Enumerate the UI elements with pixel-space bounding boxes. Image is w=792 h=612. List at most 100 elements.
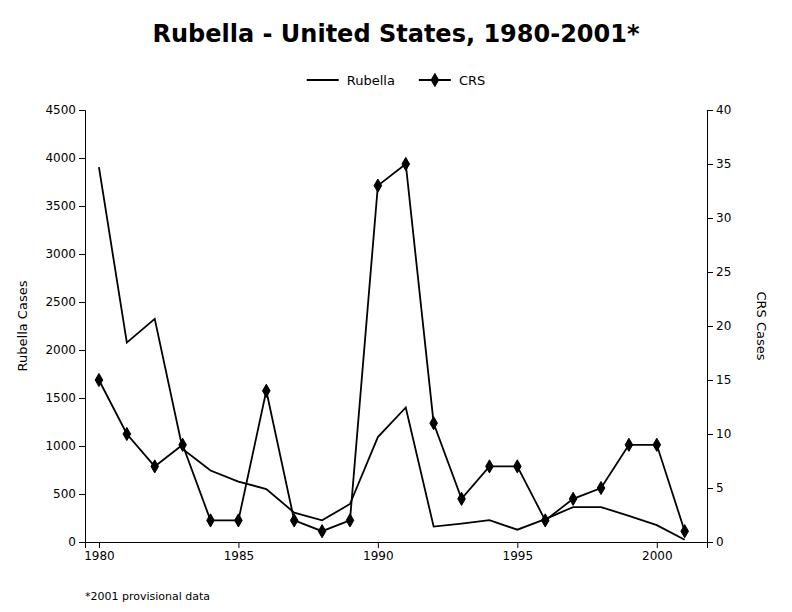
y2-tick-label: 0 [716, 535, 724, 549]
y2-tick-label: 15 [716, 373, 731, 387]
y2-tick-mark [707, 272, 713, 273]
y-axis: 050010001500200025003000350040004500 [45, 103, 85, 549]
series-marker [597, 481, 605, 494]
chart-container: 1980198519901995200005001000150020002500… [0, 0, 792, 612]
y2-tick: 35 [707, 157, 731, 171]
y-tick-mark [79, 542, 85, 543]
series-marker [346, 514, 354, 527]
y-tick: 4500 [45, 103, 85, 117]
y2-tick-mark [707, 164, 713, 165]
y2-tick-mark [707, 380, 713, 381]
y-tick-mark [79, 350, 85, 351]
x-tick-mark [657, 542, 658, 548]
series-marker [290, 514, 298, 527]
series-marker [625, 438, 633, 451]
series-marker [681, 525, 689, 538]
series-marker [653, 438, 661, 451]
y2-tick: 20 [707, 319, 731, 333]
y-tick: 4000 [45, 151, 85, 165]
series-marker [235, 514, 243, 527]
legend: Rubella CRS [307, 73, 486, 88]
footnote: *2001 provisional data [85, 590, 210, 603]
series-marker [374, 179, 382, 192]
series-marker [318, 525, 326, 538]
x-tick: 2000 [642, 542, 673, 563]
series-marker [569, 492, 577, 505]
chart-title: Rubella - United States, 1980-2001* [153, 20, 640, 48]
series-marker [541, 514, 549, 527]
x-tick-mark [99, 542, 100, 548]
y2-tick: 5 [707, 481, 724, 495]
legend-swatch [307, 79, 339, 81]
y2-axis: 0 5 10 15 20 25 30 35 40 [707, 103, 731, 549]
y-tick: 2000 [45, 343, 85, 357]
y2-tick: 30 [707, 211, 731, 225]
y-axis-line [79, 111, 86, 543]
x-axis-line [86, 543, 708, 549]
y2-axis-title: CRS Cases [754, 291, 769, 360]
x-tick: 1980 [84, 542, 115, 563]
y2-tick-label: 20 [716, 319, 731, 333]
y-tick-mark [79, 110, 85, 111]
y2-axis-line [708, 111, 714, 543]
x-tick-mark [517, 542, 518, 548]
y2-tick: 25 [707, 265, 731, 279]
series-marker [263, 384, 271, 397]
chart-svg: 1980198519901995200005001000150020002500… [0, 0, 792, 612]
series-marker [458, 492, 466, 505]
x-axis: 1980 1985 1990 1995 2000 [84, 542, 707, 563]
y2-tick-mark [707, 326, 713, 327]
y2-tick: 10 [707, 427, 731, 441]
x-tick-label: 1980 [84, 549, 115, 563]
y-tick-label: 4000 [45, 151, 76, 165]
series-marker [179, 438, 187, 451]
y2-tick-label: 5 [716, 481, 724, 495]
series-marker [514, 460, 522, 473]
y-tick-label: 1000 [45, 439, 76, 453]
y2-tick-label: 30 [716, 211, 731, 225]
x-tick-label: 1985 [224, 549, 255, 563]
x-tick-label: 2000 [642, 549, 673, 563]
y-tick-mark [79, 158, 85, 159]
y-tick-mark [79, 254, 85, 255]
series-marker [95, 373, 103, 386]
x-tick-label: 1990 [363, 549, 394, 563]
y-tick-mark [79, 398, 85, 399]
y2-tick: 40 [707, 103, 731, 117]
x-tick: 1990 [363, 542, 394, 563]
legend-item: CRS [419, 73, 485, 88]
y2-tick-label: 40 [716, 103, 731, 117]
y-tick: 1000 [45, 439, 85, 453]
y2-tick-label: 35 [716, 157, 731, 171]
y-tick-mark [79, 206, 85, 207]
y-tick: 3500 [45, 199, 85, 213]
y-tick: 2500 [45, 295, 85, 309]
x-tick-mark [378, 542, 379, 548]
y-tick-label: 3000 [45, 247, 76, 261]
y-tick-label: 3500 [45, 199, 76, 213]
x-tick-mark [238, 542, 239, 548]
x-tick: 1985 [224, 542, 255, 563]
y-tick-mark [79, 446, 85, 447]
y-tick-label: 2500 [45, 295, 76, 309]
plot-area: 1980198519901995200005001000150020002500… [45, 103, 731, 562]
series-marker [486, 460, 494, 473]
series-marker [123, 427, 131, 440]
marks [95, 157, 688, 539]
y-tick-label: 500 [53, 487, 76, 501]
legend-item: Rubella [307, 73, 395, 88]
legend-label: CRS [459, 73, 485, 88]
y-tick: 0 [68, 535, 85, 549]
y2-tick: 0 [707, 535, 724, 549]
series-line [99, 164, 685, 531]
series-line [99, 167, 685, 540]
y-tick-label: 4500 [45, 103, 76, 117]
legend-marker [431, 73, 439, 86]
series-marker [207, 514, 215, 527]
x-tick: 1995 [503, 542, 534, 563]
series-marker [402, 157, 410, 170]
series-marker [430, 417, 438, 430]
y2-tick-mark [707, 218, 713, 219]
y-tick-label: 0 [68, 535, 76, 549]
y2-tick-mark [707, 488, 713, 489]
